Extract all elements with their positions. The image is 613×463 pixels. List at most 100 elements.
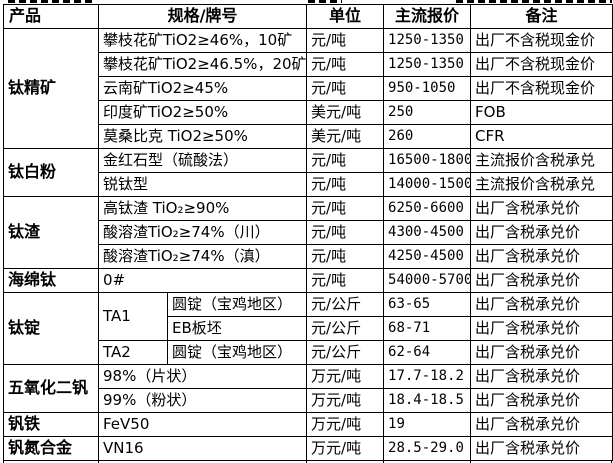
table-row: 锐钛型 元/吨 14000-15000 主流报价含税承兑 bbox=[4, 172, 613, 197]
table-row: 钛精矿 攀枝花矿TiO2≥46%，10矿 元/吨 1250-1350 出厂不含税… bbox=[3, 28, 613, 149]
price-cell: 62-64 bbox=[383, 340, 472, 365]
clipped-top-row-fragment bbox=[308, 0, 342, 3]
table-row: 印度矿TiO2≥50% 美元/吨 250 FOB bbox=[4, 100, 613, 125]
remark-cell: 出厂含税承兑价 bbox=[470, 316, 613, 341]
table-row: 海绵钛 0# 元/吨 54000-57000 出厂含税承兑价 bbox=[3, 268, 613, 293]
price-cell: 16500-18000 bbox=[383, 148, 472, 173]
unit-cell: 元/吨 bbox=[306, 196, 385, 221]
product-cell: 五氧化二钒 bbox=[3, 364, 99, 413]
unit-cell: 万元/吨 bbox=[306, 436, 385, 461]
unit-cell: 万元/吨 bbox=[306, 364, 385, 389]
spec-cell: VN16 bbox=[97, 436, 308, 461]
remark-cell: 主流报价含税承兑 bbox=[470, 148, 613, 173]
remark-cell: 出厂含税承兑价 bbox=[470, 220, 613, 245]
spec-cell: 圆锭（宝鸡地区） bbox=[166, 292, 308, 317]
unit-cell: 万元/吨 bbox=[306, 388, 385, 413]
spec-cell: 金红石型（硫酸法） bbox=[97, 148, 308, 173]
table-row: 99%（粉状） 万元/吨 18.4-18.5 出厂含税承兑价 bbox=[4, 388, 613, 413]
product-cell: 钛锭 bbox=[3, 292, 99, 365]
unit-cell: 元/公斤 bbox=[306, 340, 385, 365]
price-cell: 250 bbox=[383, 100, 472, 125]
table-row: EB板坯 元/公斤 68-71 出厂含税承兑价 bbox=[4, 316, 613, 341]
remark-cell: 出厂不含税现金价 bbox=[470, 28, 613, 53]
price-cell: 1250-1350 bbox=[383, 52, 472, 77]
gridline-stub bbox=[98, 460, 99, 463]
unit-cell: 万元/吨 bbox=[306, 412, 385, 437]
spec-cell: 98%（片状） bbox=[97, 364, 308, 389]
price-cell: 950-1050 bbox=[383, 76, 472, 101]
spec-cell: 99%（粉状） bbox=[97, 388, 308, 413]
spec-grade-cell: TA1 bbox=[98, 292, 168, 341]
unit-cell: 元/公斤 bbox=[306, 292, 385, 317]
header-remark: 备注 bbox=[470, 4, 613, 29]
remark-cell: 出厂含税承兑价 bbox=[470, 340, 613, 365]
table-row: 酸溶渣TiO₂≥74%（川） 元/吨 4300-4500 出厂含税承兑价 bbox=[4, 220, 613, 245]
product-cell: 钛精矿 bbox=[3, 28, 99, 149]
product-cell: 海绵钛 bbox=[3, 268, 99, 293]
unit-cell: 元/吨 bbox=[306, 76, 385, 101]
unit-cell: 元/吨 bbox=[306, 220, 385, 245]
price-cell: 68-71 bbox=[383, 316, 472, 341]
unit-cell: 美元/吨 bbox=[306, 100, 385, 125]
gridline-stub bbox=[383, 460, 384, 463]
spec-cell: 酸溶渣TiO₂≥74%（川） bbox=[97, 220, 308, 245]
remark-cell: 出厂含税承兑价 bbox=[470, 436, 613, 461]
spec-cell: 高钛渣 TiO₂≥90% bbox=[97, 196, 308, 221]
spec-grade-cell: TA2 bbox=[98, 340, 168, 365]
remark-cell: CFR bbox=[470, 124, 613, 149]
clipped-top-row-fragment bbox=[8, 0, 96, 3]
remark-cell: 出厂含税承兑价 bbox=[470, 364, 613, 389]
spec-cell: FeV50 bbox=[97, 412, 308, 437]
table-row: 钛锭 TA1 圆锭（宝鸡地区） 元/公斤 63-65 出厂含税承兑价 bbox=[3, 292, 613, 365]
table-row: 酸溶渣TiO₂≥74%（滇） 元/吨 4250-4500 出厂含税承兑价 bbox=[4, 244, 613, 269]
gridline-stub bbox=[611, 460, 612, 463]
table-row: 钛渣 高钛渣 TiO₂≥90% 元/吨 6250-6600 出厂含税承兑价 bbox=[3, 196, 613, 269]
spec-cell: 锐钛型 bbox=[97, 172, 308, 197]
clipped-top-row-fragment bbox=[456, 0, 612, 3]
price-table: 产品 规格/牌号 单位 主流报价 备注 钛精矿 攀枝花矿TiO2≥46%，10矿… bbox=[3, 4, 613, 461]
spec-cell: 攀枝花矿TiO2≥46%，10矿 bbox=[97, 28, 308, 53]
gridline-stub bbox=[306, 460, 307, 463]
header-price: 主流报价 bbox=[383, 4, 472, 29]
unit-cell: 元/吨 bbox=[306, 172, 385, 197]
header-spec: 规格/牌号 bbox=[97, 4, 308, 29]
unit-cell: 元/吨 bbox=[306, 28, 385, 53]
spec-cell: 印度矿TiO2≥50% bbox=[97, 100, 308, 125]
table-row: 钛白粉 金红石型（硫酸法） 元/吨 16500-18000 主流报价含税承兑 bbox=[3, 148, 613, 197]
price-cell: 4300-4500 bbox=[383, 220, 472, 245]
gridline-stub bbox=[470, 460, 471, 463]
unit-cell: 元/公斤 bbox=[306, 316, 385, 341]
spec-cell: 云南矿TiO2≥45% bbox=[97, 76, 308, 101]
price-cell: 28.5-29.0 bbox=[383, 436, 472, 461]
remark-cell: 出厂含税承兑价 bbox=[470, 292, 613, 317]
price-cell: 19 bbox=[383, 412, 472, 437]
price-cell: 6250-6600 bbox=[383, 196, 472, 221]
price-cell: 1250-1350 bbox=[383, 28, 472, 53]
unit-cell: 元/吨 bbox=[306, 268, 385, 293]
remark-cell: 出厂不含税现金价 bbox=[470, 76, 613, 101]
spec-cell: 攀枝花矿TiO2≥46.5%，20矿 bbox=[97, 52, 308, 77]
unit-cell: 美元/吨 bbox=[306, 124, 385, 149]
remark-cell: 出厂含税承兑价 bbox=[470, 412, 613, 437]
price-cell: 54000-57000 bbox=[383, 268, 472, 293]
unit-cell: 元/吨 bbox=[306, 148, 385, 173]
header-row: 产品 规格/牌号 单位 主流报价 备注 bbox=[3, 4, 613, 29]
unit-cell: 元/吨 bbox=[306, 52, 385, 77]
product-cell: 钛白粉 bbox=[3, 148, 99, 197]
table-row: 云南矿TiO2≥45% 元/吨 950-1050 出厂不含税现金价 bbox=[4, 76, 613, 101]
table-row: 钒铁 FeV50 万元/吨 19 出厂含税承兑价 bbox=[3, 412, 613, 437]
price-cell: 17.7-18.2 bbox=[383, 364, 472, 389]
header-product: 产品 bbox=[3, 4, 99, 29]
gridline-stub bbox=[3, 460, 4, 463]
product-cell: 钒铁 bbox=[3, 412, 99, 437]
price-cell: 4250-4500 bbox=[383, 244, 472, 269]
remark-cell: 主流报价含税承兑 bbox=[470, 172, 613, 197]
remark-cell: 出厂含税承兑价 bbox=[470, 268, 613, 293]
remark-cell: 出厂不含税现金价 bbox=[470, 52, 613, 77]
table-row: 莫桑比克 TiO2≥50% 美元/吨 260 CFR bbox=[4, 124, 613, 149]
table-row: 五氧化二钒 98%（片状） 万元/吨 17.7-18.2 出厂含税承兑价 bbox=[3, 364, 613, 413]
remark-cell: 出厂含税承兑价 bbox=[470, 244, 613, 269]
spec-cell: 0# bbox=[97, 268, 308, 293]
price-cell: 14000-15000 bbox=[383, 172, 472, 197]
price-cell: 260 bbox=[383, 124, 472, 149]
